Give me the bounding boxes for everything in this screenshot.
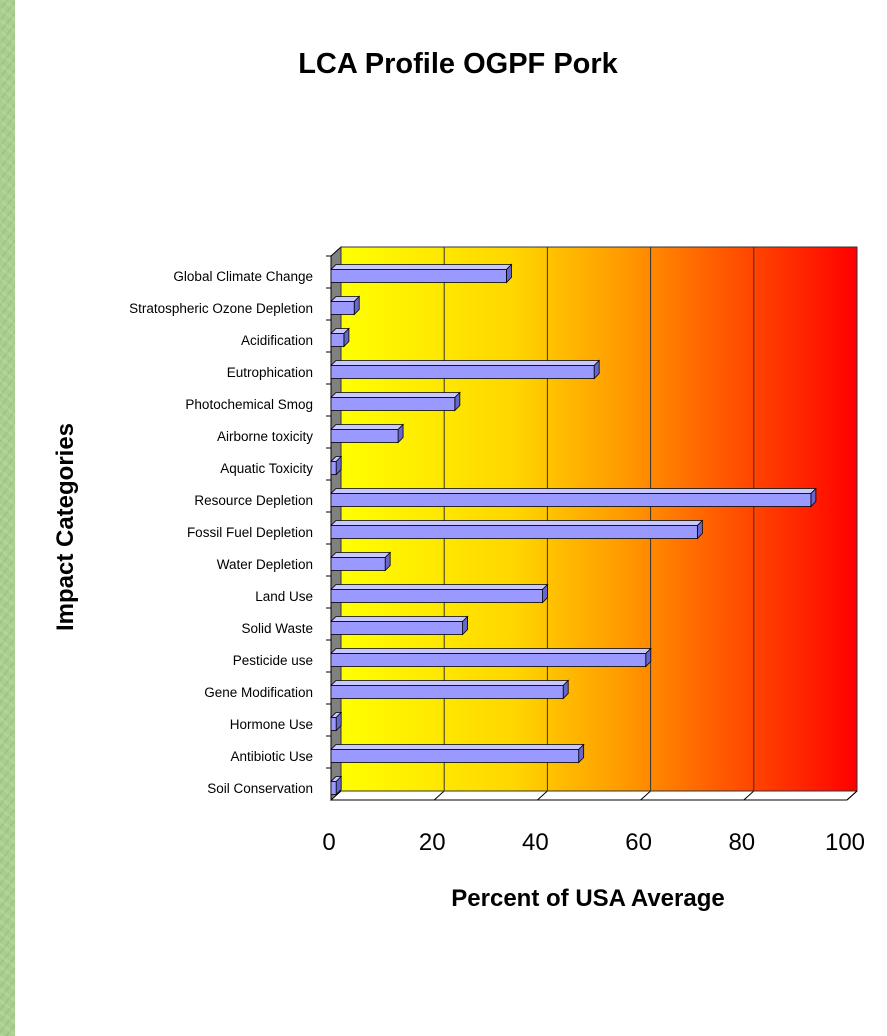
x-axis-title: Percent of USA Average (451, 885, 724, 912)
bar-top (330, 680, 570, 686)
floor-right-edge (846, 790, 858, 801)
bar (330, 525, 698, 539)
category-label: Antibiotic Use (230, 749, 313, 764)
bar-top (330, 552, 392, 558)
bar (330, 717, 337, 731)
x-tick-label: 100 (825, 829, 865, 856)
bar-top (330, 744, 585, 750)
floor-tick (743, 790, 755, 801)
y-axis-title: Impact Categories (52, 423, 79, 631)
category-label: Acidification (241, 333, 313, 348)
category-label: Pesticide use (233, 653, 313, 668)
category-label: Fossil Fuel Depletion (187, 525, 313, 540)
category-label: Soil Conservation (207, 781, 313, 796)
category-label: Land Use (255, 589, 313, 604)
bar (330, 301, 355, 315)
bar (330, 269, 507, 283)
category-label: Aquatic Toxicity (220, 461, 313, 476)
category-label: Water Depletion (217, 557, 313, 572)
bar-top (330, 520, 704, 526)
bar (330, 333, 345, 347)
chart-title: LCA Profile OGPF Pork (298, 48, 618, 80)
x-tick-label: 40 (522, 829, 549, 856)
bar (330, 589, 543, 603)
plot-border (340, 246, 858, 792)
category-labels: Global Climate Change Stratospheric Ozone… (129, 269, 313, 796)
plot-back-wall (341, 247, 857, 791)
category-label: Hormone Use (230, 717, 313, 732)
x-tick-label: 80 (728, 829, 755, 856)
x-tick-label: 20 (419, 829, 446, 856)
category-label: Gene Modification (204, 685, 313, 700)
bar-top (330, 424, 405, 430)
bar (330, 781, 337, 795)
bar-top (330, 264, 513, 270)
x-tick-labels: 0 20 40 60 80 100 (322, 829, 865, 856)
bar (330, 621, 463, 635)
floor-tick (537, 790, 548, 801)
category-label: Airborne toxicity (217, 429, 313, 444)
bar (330, 365, 595, 379)
floor-tick (433, 790, 445, 801)
category-label: Photochemical Smog (185, 397, 313, 412)
bar-top (330, 488, 817, 494)
category-label: Stratospheric Ozone Depletion (129, 301, 313, 316)
category-label: Eutrophication (227, 365, 313, 380)
bar (330, 429, 399, 443)
bars-group (326, 255, 817, 796)
category-label: Solid Waste (241, 621, 313, 636)
plot-area (330, 245, 858, 802)
bar-top (330, 584, 549, 590)
x-tick-label: 0 (322, 829, 335, 856)
bar-top (330, 616, 469, 622)
category-label: Resource Depletion (194, 493, 313, 508)
bar (330, 557, 386, 571)
bar (330, 397, 456, 411)
bar-top (330, 392, 461, 398)
x-tick-label: 60 (625, 829, 652, 856)
bar (330, 493, 812, 507)
bar-top (330, 648, 652, 654)
bar (330, 685, 564, 699)
bar (330, 749, 580, 763)
floor-tick (640, 790, 651, 801)
bar-top (330, 360, 601, 366)
bar (330, 461, 337, 475)
bar (330, 653, 647, 667)
category-label: Global Climate Change (173, 269, 313, 284)
